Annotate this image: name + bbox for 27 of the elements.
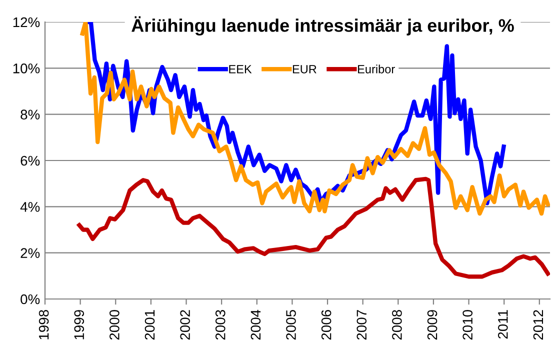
legend-label: EEK [229,65,252,74]
x-tick-label: 2007 [356,310,367,340]
y-tick-label: 12% [13,17,40,28]
x-tick-label: 2009 [427,310,438,340]
x-tick-label: 1999 [74,310,84,340]
legend-label: EUR [292,65,316,74]
x-tick-label: 2002 [180,310,190,340]
x-tick-label: 2008 [392,310,402,340]
x-tick-label: 2012 [533,310,544,340]
y-tick-label: 0% [20,294,40,304]
x-tick-label: 2003 [215,310,226,340]
y-tick-label: 10% [13,64,40,74]
y-tick-label: 8% [20,110,40,120]
x-tick-label: 2000 [110,310,120,340]
chart-title: Äriühingu laenude intressimäär ja euribor, % [132,16,514,36]
y-tick-label: 2% [20,248,40,258]
x-tick-label: 2001 [144,310,155,340]
x-tick-label: 2004 [250,310,261,340]
x-tick-label: 2006 [321,310,332,340]
legend-label: Euribor [358,64,395,74]
x-tick-label: 1998 [38,310,49,340]
x-tick-label: 2011 [498,310,508,339]
line-series [77,176,550,279]
x-tick-label: 2010 [462,310,473,340]
y-tick-label: 4% [20,202,40,212]
y-tick-label: 6% [20,156,40,166]
x-tick-label: 2005 [286,310,296,340]
